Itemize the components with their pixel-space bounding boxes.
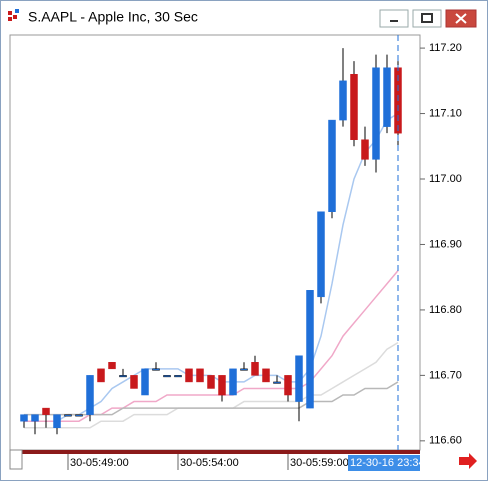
x-tick-label: 30-05:59:00 [290,457,349,469]
y-tick-label: 117.10 [429,107,462,119]
candle-body [273,381,281,384]
candle-body [262,368,270,383]
plot-area [9,34,421,451]
candle-body [306,290,314,409]
candle-body [31,414,39,422]
y-tick-label: 116.80 [429,304,462,316]
x-tick-label: 30-05:49:00 [70,457,129,469]
candle-body [339,80,347,121]
candle-body [372,67,380,160]
candle-body [42,407,50,415]
app-icon [8,9,19,21]
y-tick-label: 116.90 [429,238,462,250]
candle-body [163,375,171,378]
scroll-handle[interactable] [9,449,23,470]
candle-body [53,414,61,428]
candle-body [350,74,358,140]
y-tick-label: 117.20 [429,42,462,54]
maximize-button[interactable] [412,9,442,28]
candle-body [141,368,149,396]
candle-body [251,362,259,376]
y-tick-label: 117.00 [429,173,462,185]
close-icon [455,13,467,24]
time-scroll-bar [10,450,420,454]
minimize-button[interactable] [379,9,409,28]
x-tick-label: 30-05:54:00 [180,457,239,469]
moving-average-line [24,270,399,422]
candle-body [185,368,193,383]
candle-body [218,375,226,396]
candle-body [152,368,160,371]
candle-body [20,414,28,422]
window-title: S.AAPL - Apple Inc, 30 Sec [28,9,198,25]
candle-body [317,211,325,298]
scroll-right-arrow[interactable] [459,453,477,469]
candle-body [86,375,94,415]
candle-body [108,362,116,370]
candle-body [328,119,336,212]
candle-body [174,375,182,378]
cursor-label: 12-30-16 23:34:00 [350,457,440,469]
candle-body [196,368,204,383]
candle-body [240,368,248,371]
candle-body [130,375,138,389]
candle-body [284,375,292,396]
candle-body [361,139,369,160]
candle-body [119,375,127,378]
candle-body [295,355,303,402]
candle-body [383,67,391,127]
candle-body [229,368,237,396]
maximize-icon [421,13,433,23]
candle-body [64,414,72,417]
candle-body [75,414,83,417]
cursor-label-box [348,455,420,471]
candle-body [97,368,105,383]
candle-body [207,375,215,389]
y-tick-label: 116.60 [429,435,462,447]
y-tick-label: 116.70 [429,369,462,381]
